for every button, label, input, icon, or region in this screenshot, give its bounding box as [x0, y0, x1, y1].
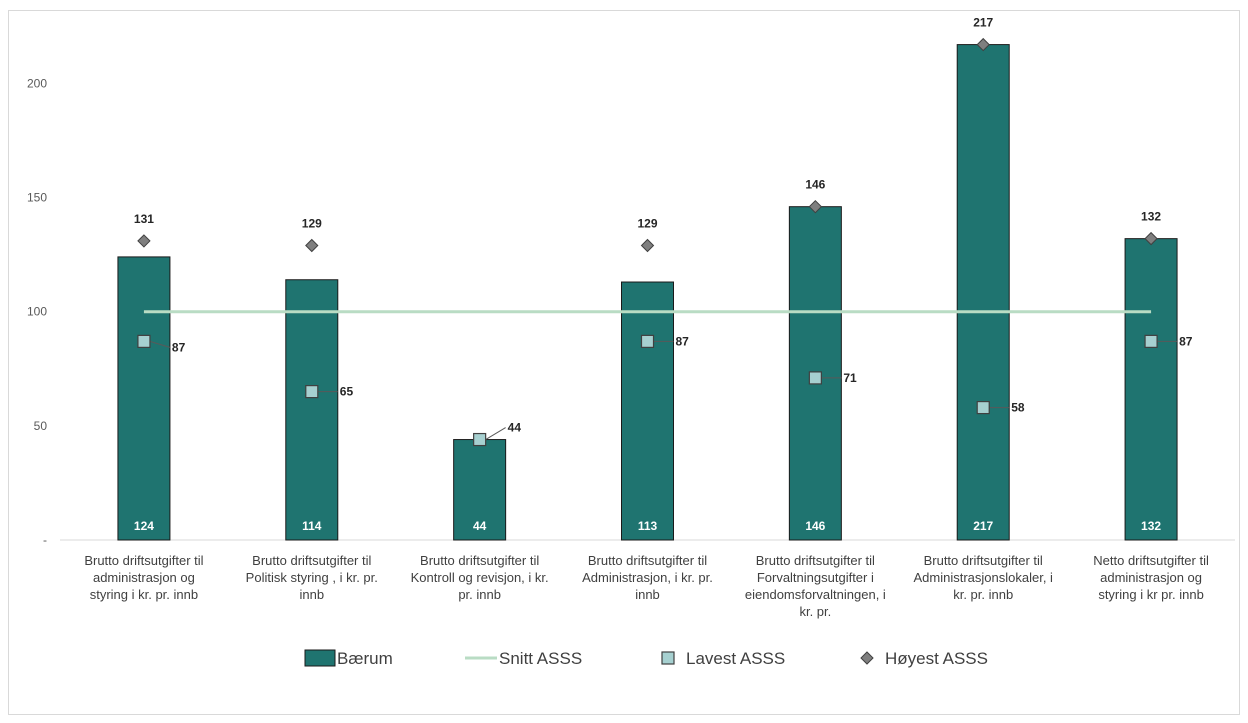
- x-category-label: innb: [299, 587, 324, 602]
- legend-label-snitt: Snitt ASSS: [499, 649, 582, 668]
- x-category-label: Brutto driftsutgifter til: [420, 553, 539, 568]
- low-value-label: 87: [172, 340, 186, 354]
- x-category-label: eiendomsforvaltningen, i: [745, 587, 886, 602]
- x-category-label: Forvaltningsutgifter i: [757, 570, 874, 585]
- high-marker: [640, 238, 655, 253]
- x-category-label: kr. pr. innb: [953, 587, 1013, 602]
- bar: [117, 256, 171, 541]
- low-marker: [1144, 334, 1158, 348]
- bar-value-label: 113: [638, 519, 658, 533]
- x-category-label: administrasjon og: [1100, 570, 1202, 585]
- high-marker: [1144, 231, 1158, 246]
- high-value-label: 131: [134, 212, 154, 226]
- bar: [956, 44, 1010, 541]
- legend-swatch-hoyest: [860, 651, 874, 665]
- x-category-label: Brutto driftsutgifter til: [84, 553, 203, 568]
- legend-label-hoyest: Høyest ASSS: [885, 649, 988, 668]
- low-value-label: 87: [1179, 334, 1193, 348]
- low-marker: [305, 385, 319, 399]
- x-category-label: pr. innb: [458, 587, 501, 602]
- x-category-label: Brutto driftsutgifter til: [588, 553, 707, 568]
- bar-value-label: 124: [134, 519, 154, 533]
- low-marker-leader: [485, 427, 506, 440]
- bar: [453, 439, 507, 541]
- x-category-label: innb: [635, 587, 660, 602]
- bar: [1124, 238, 1178, 541]
- high-value-label: 217: [973, 16, 993, 30]
- low-marker-leader: [149, 340, 171, 348]
- low-marker: [976, 400, 990, 415]
- low-value-label: 87: [676, 334, 690, 348]
- high-marker: [976, 37, 990, 52]
- x-category-label: administrasjon og: [93, 570, 195, 585]
- legend-label-lavest: Lavest ASSS: [686, 649, 785, 668]
- high-value-label: 129: [637, 216, 657, 230]
- y-tick-label: 50: [34, 419, 48, 433]
- bar-value-label: 132: [1141, 519, 1161, 533]
- y-tick-label: -: [43, 533, 47, 547]
- x-category-label: styring i kr pr. innb: [1098, 587, 1204, 602]
- high-value-label: 129: [302, 216, 322, 230]
- x-category-label: Kontroll og revisjon, i kr.: [411, 570, 549, 585]
- x-category-label: Brutto driftsutgifter til: [252, 553, 371, 568]
- x-category-label: Politisk styring , i kr. pr.: [246, 570, 378, 585]
- high-value-label: 146: [805, 178, 825, 192]
- high-marker: [808, 199, 823, 214]
- high-marker: [137, 234, 151, 248]
- legend-swatch-lavest: [661, 651, 675, 665]
- x-category-label: Administrasjon, i kr. pr.: [582, 570, 713, 585]
- low-marker: [640, 334, 655, 348]
- y-tick-label: 100: [27, 305, 47, 319]
- high-value-label: 132: [1141, 210, 1161, 224]
- x-category-label: Brutto driftsutgifter til: [924, 553, 1043, 568]
- low-value-label: 58: [1011, 401, 1025, 415]
- low-marker: [473, 432, 487, 447]
- y-tick-label: 200: [27, 76, 47, 90]
- bar-value-label: 217: [973, 519, 993, 533]
- bar-value-label: 114: [302, 519, 322, 533]
- legend-label-baerum: Bærum: [337, 649, 393, 668]
- x-category-label: Brutto driftsutgifter til: [756, 553, 875, 568]
- low-value-label: 65: [340, 385, 354, 399]
- bar: [621, 281, 674, 541]
- low-marker: [137, 334, 151, 348]
- low-value-label: 71: [843, 371, 857, 385]
- legend-swatch-baerum: [304, 649, 336, 667]
- bar-value-label: 146: [805, 519, 825, 533]
- x-category-label: kr. pr.: [799, 604, 831, 619]
- low-marker: [808, 371, 822, 385]
- y-tick-label: 150: [27, 191, 47, 205]
- bar-value-label: 44: [473, 519, 487, 533]
- high-marker: [305, 238, 319, 253]
- x-category-label: Netto driftsutgifter til: [1093, 553, 1209, 568]
- x-category-label: Administrasjonslokaler, i: [913, 570, 1053, 585]
- x-category-label: styring i kr. pr. innb: [90, 587, 198, 602]
- bar: [285, 279, 339, 541]
- low-value-label: 44: [508, 421, 522, 435]
